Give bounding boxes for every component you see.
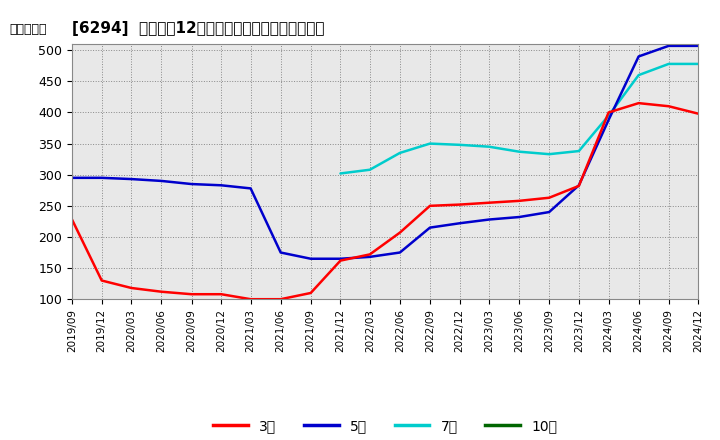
Y-axis label: （百万円）: （百万円） (9, 23, 47, 37)
Legend: 3年, 5年, 7年, 10年: 3年, 5年, 7年, 10年 (207, 413, 563, 438)
Text: [6294]  経常利益12か月移動合計の標準偏差の推移: [6294] 経常利益12か月移動合計の標準偏差の推移 (72, 21, 325, 36)
